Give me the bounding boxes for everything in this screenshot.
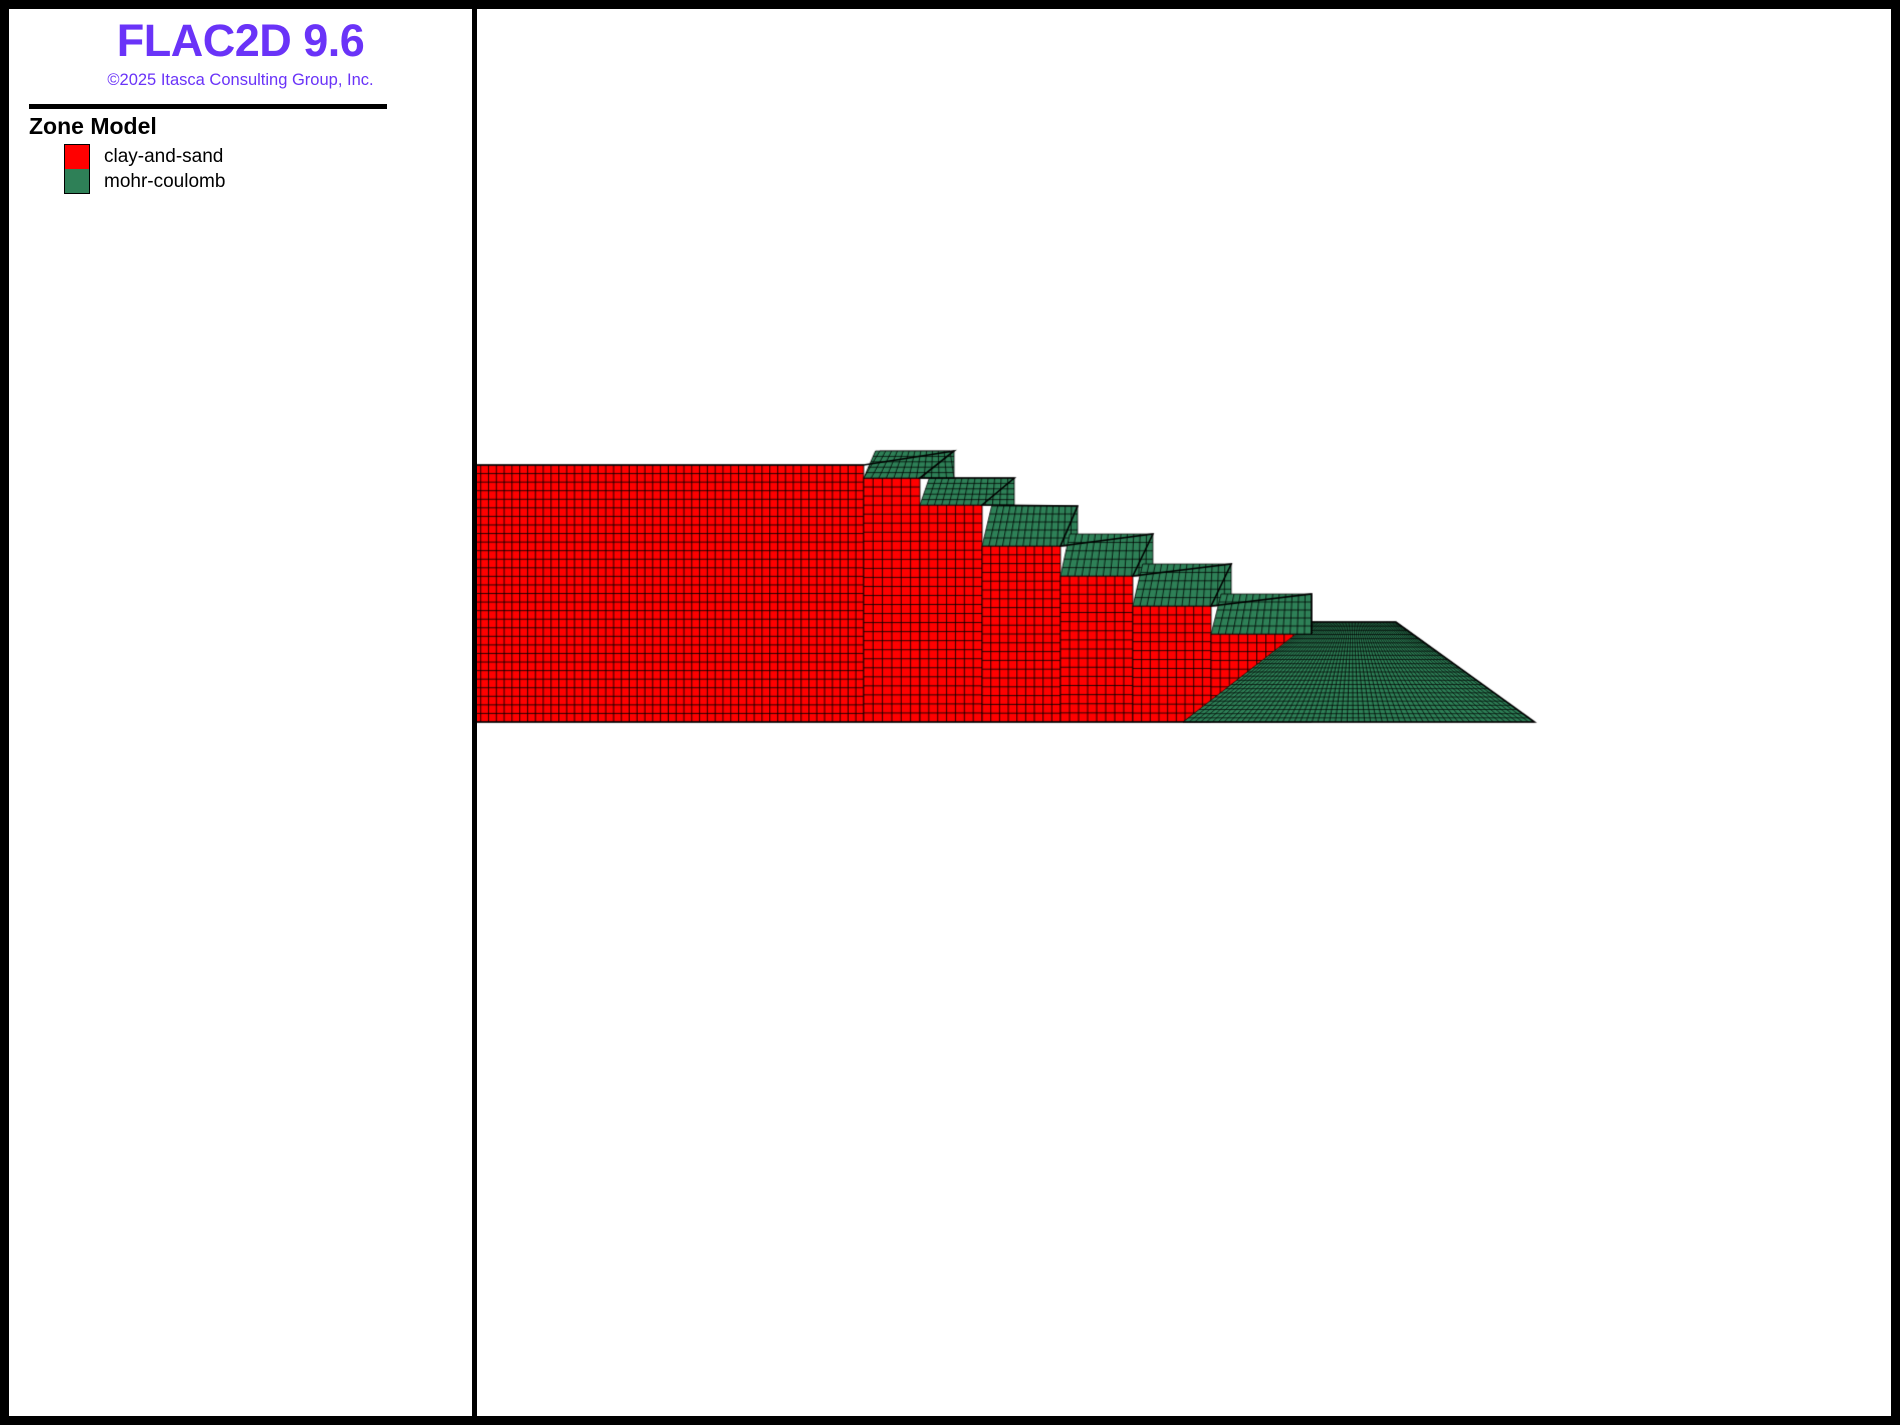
legend-label-clay-and-sand: clay-and-sand [104,145,224,167]
legend-item-list: clay-and-sand mohr-coulomb [29,143,449,194]
legend-panel: FLAC2D 9.6 ©2025 Itasca Consulting Group… [9,9,477,1416]
legend-swatch-clay-and-sand [64,143,90,169]
legend-heading: Zone Model [29,113,157,139]
legend-divider [29,104,387,109]
title-block: FLAC2D 9.6 ©2025 Itasca Consulting Group… [9,9,472,90]
page-title: FLAC2D 9.6 [116,15,365,66]
legend-swatch-mohr-coulomb [64,168,90,194]
legend-item-mohr-coulomb[interactable]: mohr-coulomb [29,168,449,194]
legend-item-clay-and-sand[interactable]: clay-and-sand [29,143,449,169]
zone-model-plot[interactable] [477,9,1891,1416]
legend-body: Zone Model clay-and-sand mohr-coulomb [29,113,449,194]
plot-panel[interactable] [477,9,1891,1416]
legend-label-mohr-coulomb: mohr-coulomb [104,170,226,192]
copyright-notice: ©2025 Itasca Consulting Group, Inc. [107,71,374,90]
